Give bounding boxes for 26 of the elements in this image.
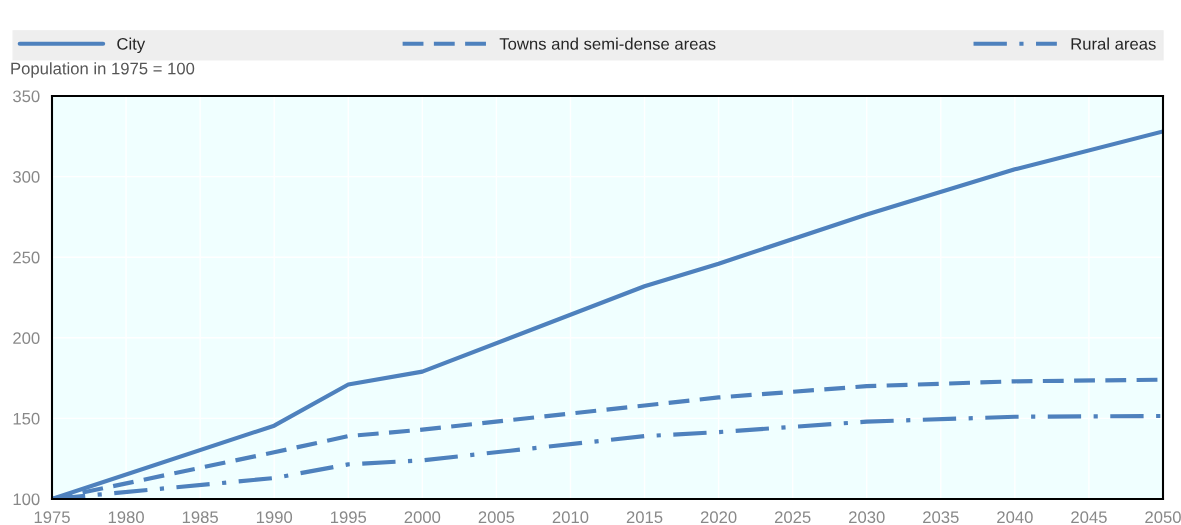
y-tick-label: 100 [13, 493, 40, 506]
x-tick-label: 2000 [404, 511, 441, 524]
x-tick-label: 2045 [1071, 511, 1107, 524]
x-tick-label: 2015 [626, 511, 663, 524]
x-tick-label: 1990 [256, 511, 293, 524]
x-tick-label: 2020 [700, 511, 737, 524]
x-tick-label: 1980 [108, 511, 144, 524]
y-tick-label: 250 [13, 251, 40, 264]
x-tick-label: 2050 [1145, 511, 1181, 524]
y-tick-label: 200 [13, 332, 40, 344]
x-tick-label: 2010 [552, 511, 589, 524]
legend-label: City [117, 37, 146, 54]
y-tick-label: 350 [13, 90, 40, 103]
x-tick-label: 2005 [478, 511, 515, 524]
x-tick-label: 2030 [849, 511, 885, 524]
y-tick-label: 300 [13, 171, 40, 183]
x-tick-label: 1975 [34, 511, 70, 524]
x-tick-label: 2025 [774, 511, 811, 524]
y-axis-title: Population in 1975 = 100 [11, 62, 195, 78]
legend-label: Towns and semi-dense areas [499, 37, 716, 50]
y-tick-label: 150 [13, 412, 40, 425]
legend-label: Rural areas [1071, 37, 1156, 50]
x-tick-label: 1995 [331, 511, 367, 524]
x-tick-label: 2035 [923, 511, 959, 524]
x-tick-label: 2040 [997, 511, 1033, 524]
x-tick-label: 1985 [182, 511, 218, 524]
